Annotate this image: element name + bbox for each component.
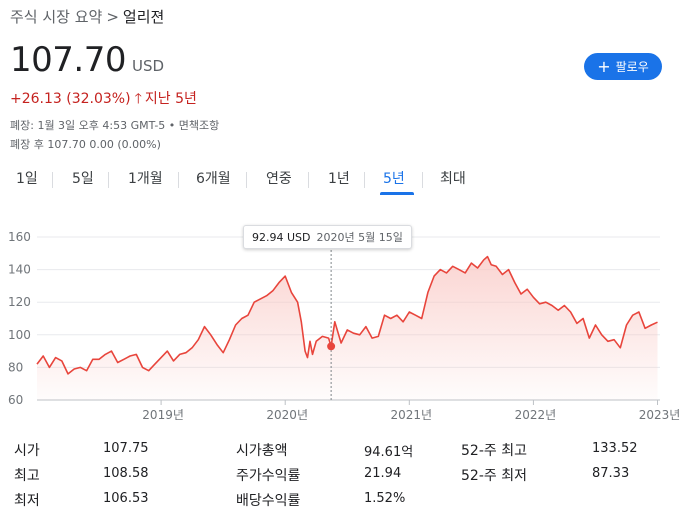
- tab-1d[interactable]: 1일: [16, 171, 38, 187]
- tab-divider: [422, 172, 423, 188]
- stat-label-open: 시가: [14, 443, 40, 459]
- follow-button[interactable]: + 팔로우: [584, 53, 662, 80]
- tab-1m[interactable]: 1개월: [128, 171, 163, 187]
- hover-point: [327, 342, 336, 351]
- tab-divider: [52, 172, 53, 188]
- y-tick-label: 120: [8, 295, 31, 309]
- stat-label-market-cap: 시가총액: [236, 443, 288, 459]
- tab-max[interactable]: 최대: [440, 171, 466, 187]
- y-tick-label: 140: [8, 263, 31, 277]
- y-tick-label: 60: [8, 393, 23, 407]
- x-tick-label: 2023년: [639, 408, 681, 422]
- stat-value-high: 108.58: [103, 466, 149, 481]
- tooltip-date: 2020년 5월 15일: [316, 231, 403, 244]
- breadcrumb: 주식 시장 요약 > 얼리젼: [10, 6, 164, 27]
- stat-label-52w-high: 52-주 최고: [461, 443, 527, 459]
- price-row: 107.70 USD: [10, 40, 164, 80]
- price-change: +26.13 (32.03%): [10, 91, 131, 107]
- stat-label-dividend-yield: 배당수익률: [236, 493, 301, 509]
- tab-divider: [308, 172, 309, 188]
- y-tick-label: 160: [8, 230, 31, 244]
- chart-tooltip: 92.94 USD 2020년 5월 15일: [243, 225, 412, 249]
- stat-value-52w-high: 133.52: [592, 441, 638, 456]
- x-tick-label: 2019년: [142, 408, 184, 422]
- stat-label-low: 최저: [14, 493, 40, 509]
- tab-6m[interactable]: 6개월: [196, 171, 231, 187]
- plus-icon: +: [597, 56, 611, 76]
- breadcrumb-separator: >: [106, 8, 119, 26]
- tooltip-value: 92.94 USD: [252, 230, 311, 244]
- x-tick-label: 2022년: [515, 408, 557, 422]
- stat-value-low: 106.53: [103, 491, 149, 506]
- y-tick-label: 100: [8, 328, 31, 342]
- after-hours-quote: 폐장 후 107.70 0.00 (0.00%): [10, 138, 161, 151]
- stat-value-52w-low: 87.33: [592, 466, 630, 481]
- stat-value-pe-ratio: 21.94: [364, 466, 402, 481]
- x-tick-label: 2021년: [391, 408, 433, 422]
- stat-value-dividend-yield: 1.52%: [364, 491, 406, 506]
- stat-label-high: 최고: [14, 468, 40, 484]
- stat-label-pe-ratio: 주가수익률: [236, 468, 301, 484]
- x-tick-label: 2020년: [266, 408, 308, 422]
- active-tab-indicator: [380, 192, 414, 195]
- stat-label-52w-low: 52-주 최저: [461, 468, 527, 484]
- tab-divider: [108, 172, 109, 188]
- breadcrumb-current: 얼리젼: [122, 8, 165, 26]
- tab-divider: [364, 172, 365, 188]
- price-change-row: +26.13 (32.03%) 🡑 지난 5년: [10, 88, 197, 112]
- change-period: 지난 5년: [144, 91, 197, 107]
- arrow-up-icon: 🡑: [134, 91, 142, 107]
- follow-button-label: 팔로우: [615, 60, 649, 74]
- stat-value-market-cap: 94.61억: [364, 445, 414, 460]
- stat-value-open: 107.75: [103, 441, 149, 456]
- price-chart[interactable]: 60 80 100 120 140 160 2019년 2020년 2021년 2022년 2023…: [0, 220, 681, 425]
- current-price: 107.70: [10, 40, 126, 80]
- tab-divider: [178, 172, 179, 188]
- series-line: [36, 255, 658, 375]
- market-closed-note: 폐장: 1월 3일 오후 4:53 GMT-5 • 면책조항: [10, 119, 220, 132]
- tab-ytd[interactable]: 연중: [266, 171, 292, 187]
- breadcrumb-parent-link[interactable]: 주식 시장 요약: [10, 8, 103, 26]
- tab-5y[interactable]: 5년: [383, 171, 405, 187]
- range-tabs: 1일 5일 1개월 6개월 연중 1년 5년 최대: [0, 168, 681, 198]
- tab-1y[interactable]: 1년: [328, 171, 350, 187]
- tab-divider: [246, 172, 247, 188]
- currency-label: USD: [131, 57, 165, 75]
- tab-5d[interactable]: 5일: [72, 171, 94, 187]
- y-tick-label: 80: [8, 360, 23, 374]
- series-area-fill: [37, 256, 658, 400]
